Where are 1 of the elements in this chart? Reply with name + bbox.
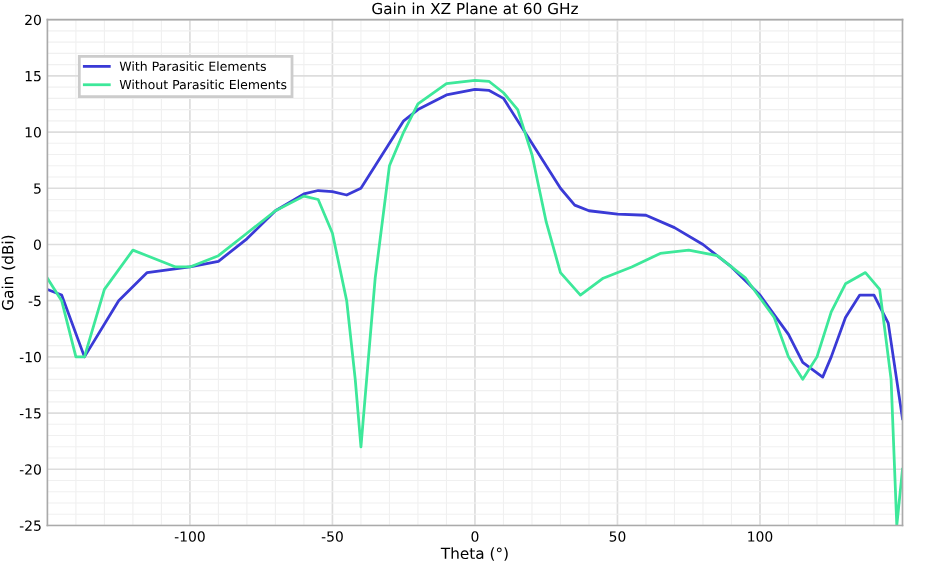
line-series bbox=[47, 87, 903, 421]
